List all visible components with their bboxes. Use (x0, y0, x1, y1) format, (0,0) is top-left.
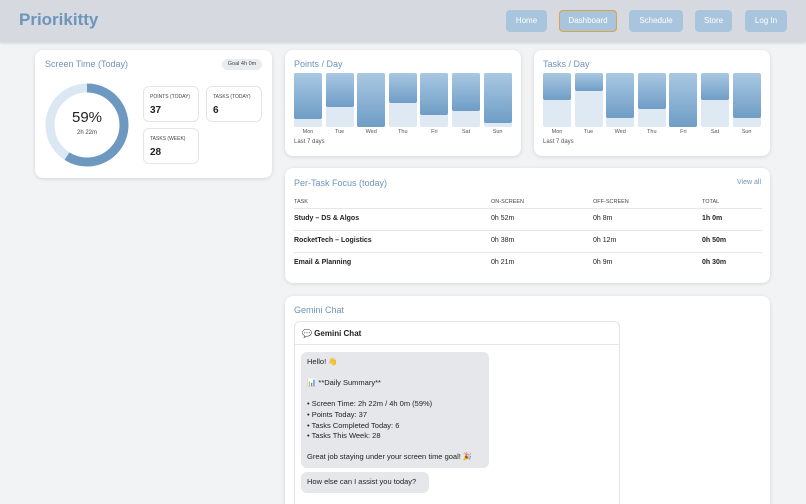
brand[interactable]: Priorikitty (19, 10, 99, 29)
chat-line: • Screen Time: 2h 22m / 4h 0m (59%) (307, 399, 433, 409)
chat-line: How else can I assist you today? (307, 477, 417, 486)
chat-line: 📊 **Daily Summary** (307, 378, 381, 388)
bar-label: Sat (461, 129, 471, 135)
bar (325, 73, 354, 108)
chat-bubble: How else can I assist you today? (301, 472, 429, 493)
nav-button[interactable]: Schedule (629, 10, 683, 32)
bar-label: Mon (302, 129, 314, 135)
bar (637, 73, 666, 109)
card-title: Tasks / Day (543, 59, 590, 69)
chat-line: • Points Today: 37 (307, 409, 368, 419)
bar-label: Fri (431, 129, 438, 135)
table-cell: 0h 52m (491, 215, 515, 222)
nav-button[interactable]: Home (506, 10, 547, 32)
stat-label: TASKS (TODAY) (213, 94, 251, 100)
nav-button[interactable]: Dashboard (559, 10, 617, 32)
card-title: Screen Time (Today) (45, 59, 129, 69)
chat-paragraph: Great job staying under your screen time… (307, 452, 483, 463)
bar-label: Wed (614, 129, 626, 135)
bar (543, 73, 571, 100)
bar (606, 73, 635, 118)
donut-arc (45, 83, 129, 167)
bar-label: Sat (710, 129, 720, 135)
bar-label: Tue (583, 129, 594, 135)
column-header: ON-SCREEN (491, 199, 525, 205)
focus-card (285, 168, 770, 283)
chat-line: Hello! 👋 (307, 357, 338, 366)
table-cell: 0h 8m (593, 215, 613, 222)
bar (388, 73, 417, 104)
column-header: OFF-SCREEN (593, 199, 629, 205)
row-divider (294, 230, 762, 231)
table-cell: 0h 9m (593, 259, 613, 266)
stat-value: 28 (150, 147, 162, 158)
row-divider (294, 208, 762, 209)
chat-bubble: Hello! 👋 📊 **Daily Summary** • Screen Time… (301, 352, 489, 468)
stat-box: TASKS (WEEK) 28 (143, 128, 199, 164)
stat-box: TASKS (TODAY) 6 (206, 86, 262, 122)
chat-line: • Tasks Completed Today: 6 (307, 420, 400, 430)
bar (732, 73, 761, 118)
column-header: TOTAL (702, 199, 720, 205)
table-cell: RocketTech – Logistics (294, 237, 372, 244)
table-cell: Email & Planning (294, 259, 352, 266)
divider (295, 344, 619, 345)
chat-line: • Tasks This Week: 28 (307, 431, 381, 441)
bar-label: Thu (647, 129, 657, 135)
bar (574, 73, 603, 91)
nav-button[interactable]: Store (695, 10, 732, 32)
bar (452, 73, 480, 112)
bar-label: Thu (398, 129, 408, 135)
table-cell: 0h 12m (593, 237, 617, 244)
nav-button[interactable]: Log In (745, 10, 787, 32)
stat-value: 37 (150, 105, 162, 116)
bar-label: Mon (551, 129, 563, 135)
bar (669, 73, 698, 127)
table-cell: 0h 38m (491, 237, 515, 244)
bar-label: Sun (492, 129, 503, 135)
bar-label: Tue (334, 129, 345, 135)
table-cell: 0h 21m (491, 259, 515, 266)
table-cell: 0h 30m (702, 259, 727, 266)
bar-label: Sun (741, 129, 752, 135)
bar-label: Wed (365, 129, 377, 135)
footnote: Last 7 days (294, 139, 325, 145)
row-divider (294, 252, 762, 253)
bar (357, 73, 386, 127)
table-cell: Study – DS & Algos (294, 215, 360, 222)
card-title: Per-Task Focus (today) (294, 178, 388, 188)
goal-badge: Goal 4h 0m (222, 59, 262, 70)
chat-paragraph: 📊 **Daily Summary** (307, 378, 483, 389)
chat-window-title: 💬 Gemini Chat (302, 329, 362, 338)
table-cell: 1h 0m (702, 215, 723, 222)
chat-paragraph: • Screen Time: 2h 22m / 4h 0m (59%) • Poi… (307, 399, 483, 441)
header (0, 0, 806, 42)
bar (420, 73, 449, 115)
stat-box: POINTS (TODAY) 37 (143, 86, 199, 122)
donut: 59% 2h 22m (45, 83, 129, 167)
chat-paragraph: Hello! 👋 (307, 357, 483, 368)
bar-label: Fri (680, 129, 687, 135)
stat-value: 6 (213, 105, 219, 116)
time-label: 2h 22m (77, 130, 97, 136)
chat-line: Great job staying under your screen time… (307, 452, 473, 462)
view-all-link[interactable]: View all (737, 179, 761, 186)
card-title: Gemini Chat (294, 305, 345, 315)
bar (294, 73, 322, 119)
column-header: TASK (294, 199, 308, 205)
stat-label: POINTS (TODAY) (150, 94, 191, 100)
bar (483, 73, 512, 123)
card-title: Points / Day (294, 59, 343, 69)
bar (701, 73, 729, 100)
footnote: Last 7 days (543, 139, 574, 145)
percent-label: 59% (72, 109, 102, 126)
stat-label: TASKS (WEEK) (150, 136, 186, 142)
chat-paragraph: How else can I assist you today? (307, 477, 423, 488)
table-cell: 0h 50m (702, 237, 727, 244)
chat-window (294, 321, 620, 504)
